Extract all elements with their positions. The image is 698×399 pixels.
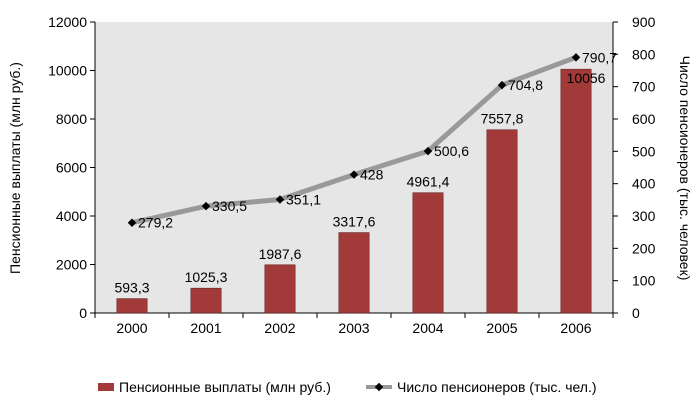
line-data-label: 351,1	[286, 191, 321, 207]
line-point	[127, 218, 137, 227]
left-tick-label: 8000	[56, 111, 87, 127]
left-axis-title: Пенсионные выплаты (млн руб.)	[7, 62, 23, 274]
right-tick-label: 0	[632, 305, 640, 321]
left-tick-label: 4000	[56, 208, 87, 224]
x-tick-label: 2006	[560, 320, 591, 336]
x-tick-label: 2004	[412, 320, 443, 336]
legend-bar-label: Пенсионные выплаты (млн руб.)	[119, 379, 331, 395]
bar-data-label: 3317,6	[333, 214, 376, 230]
right-tick-label: 600	[632, 111, 656, 127]
left-tick-label: 6000	[56, 160, 87, 176]
line-data-label: 500,6	[434, 143, 469, 159]
line-data-label: 330,5	[212, 198, 247, 214]
right-axis-title: Число пенсионеров (тыс. человек)	[677, 56, 693, 281]
bar	[486, 129, 518, 314]
bar	[560, 68, 592, 314]
line-point	[349, 170, 359, 179]
bar	[264, 264, 296, 314]
line-data-label: 704,8	[508, 77, 543, 93]
left-tick-label: 0	[79, 305, 87, 321]
right-axis: 0 100 200 300 400 500 600 700 800 900	[612, 14, 656, 321]
data-labels: 593,3 1025,3 1987,6 3317,6 4961,4 7557,8 10056…	[114, 49, 617, 295]
line-point	[497, 80, 507, 90]
legend-line-marker	[374, 382, 384, 392]
bar-data-label: 4961,4	[407, 174, 450, 190]
bar-data-label: 1987,6	[259, 246, 302, 262]
line-point	[201, 201, 211, 211]
bar-data-label: 7557,8	[481, 111, 524, 127]
x-tick-label: 2003	[338, 320, 369, 336]
bar	[338, 232, 370, 314]
left-tick-label: 12000	[48, 14, 87, 30]
left-axis: 0 2000 4000 6000 8000 10000 12000	[48, 14, 96, 321]
x-tick-label: 2000	[116, 320, 147, 336]
bar	[412, 192, 444, 314]
bar-series	[116, 68, 592, 314]
right-tick-label: 400	[632, 176, 656, 192]
legend-line-label: Число пенсионеров (тыс. чел.)	[397, 379, 597, 395]
line-data-label: 790,7	[582, 49, 617, 65]
right-tick-label: 900	[632, 14, 656, 30]
x-tick-label: 2005	[486, 320, 517, 336]
bar-data-label: 1025,3	[185, 269, 228, 285]
left-tick-label: 2000	[56, 257, 87, 273]
x-tick-label: 2001	[190, 320, 221, 336]
legend-bar-swatch	[98, 383, 114, 391]
bar-data-label: 10056	[567, 70, 606, 86]
right-tick-label: 100	[632, 273, 656, 289]
bar	[190, 287, 222, 314]
bar	[116, 298, 148, 314]
left-tick-label: 10000	[48, 63, 87, 79]
line-point	[423, 146, 433, 156]
right-tick-label: 500	[632, 143, 656, 159]
line-series	[127, 53, 581, 227]
right-tick-label: 800	[632, 46, 656, 62]
line-data-label: 279,2	[138, 215, 173, 231]
x-axis: 2000 2001 2002 2003 2004 2005 2006	[94, 312, 614, 336]
bar-data-label: 593,3	[114, 280, 149, 296]
right-tick-label: 300	[632, 208, 656, 224]
right-tick-label: 200	[632, 240, 656, 256]
legend: Пенсионные выплаты (млн руб.) Число пенс…	[98, 379, 597, 395]
line-point	[275, 195, 285, 204]
line-data-label: 428	[360, 167, 384, 183]
right-tick-label: 700	[632, 79, 656, 95]
x-tick-label: 2002	[264, 320, 295, 336]
